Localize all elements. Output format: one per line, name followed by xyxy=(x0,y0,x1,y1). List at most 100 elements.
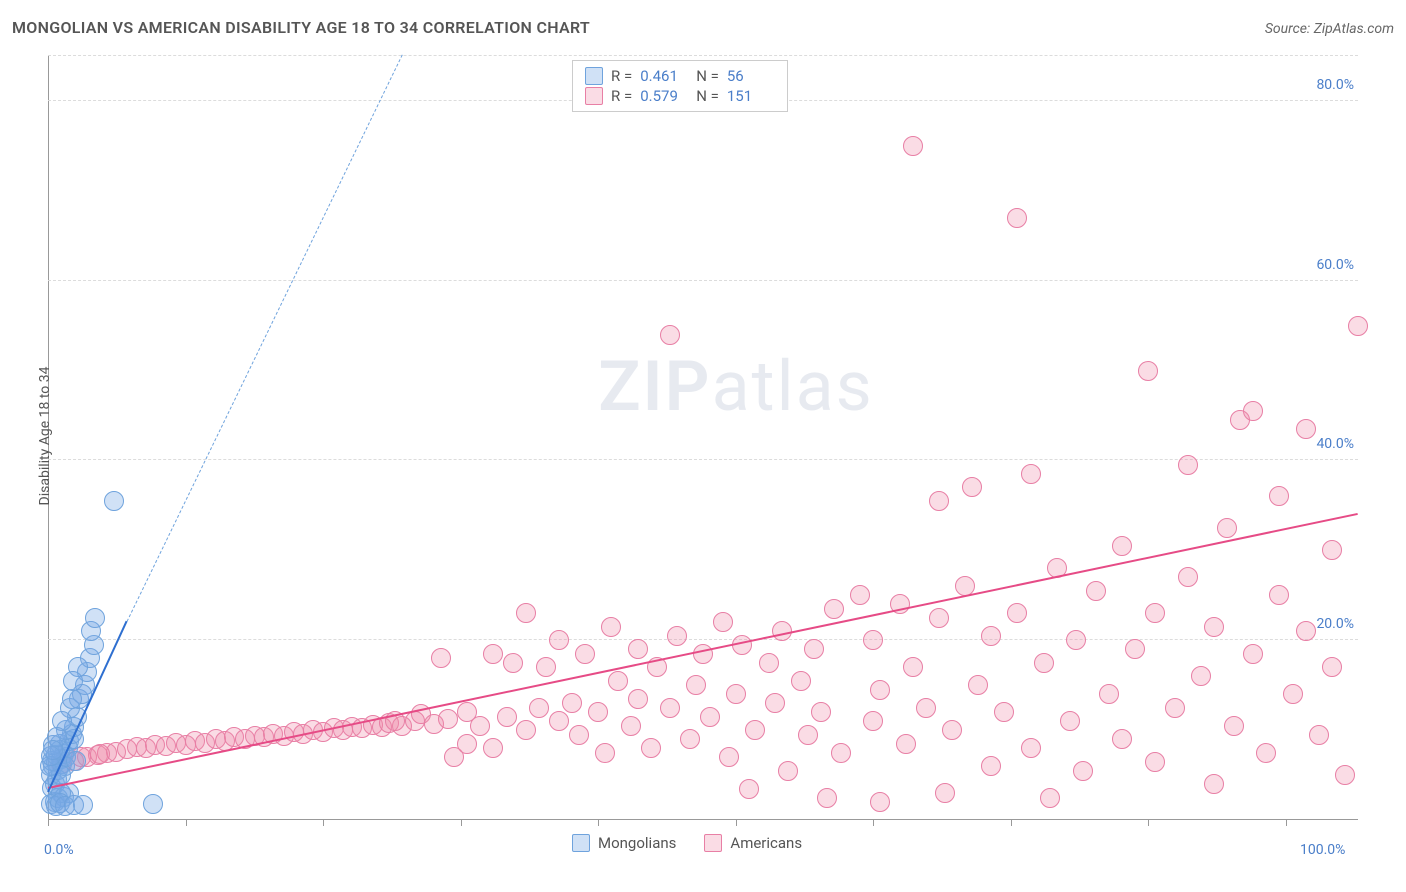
data-point xyxy=(1165,698,1185,718)
data-point xyxy=(1217,518,1237,538)
data-point xyxy=(824,599,844,619)
data-point xyxy=(759,653,779,673)
data-point xyxy=(798,725,818,745)
data-point xyxy=(1204,774,1224,794)
grid-line xyxy=(48,280,1358,281)
watermark-atlas: atlas xyxy=(712,346,874,428)
x-tick xyxy=(461,820,462,826)
data-point xyxy=(1256,743,1276,763)
legend-item: Mongolians xyxy=(572,834,676,852)
n-label: N = xyxy=(696,87,719,105)
data-point xyxy=(870,792,890,812)
data-point xyxy=(660,698,680,718)
data-point xyxy=(1283,684,1303,704)
data-point xyxy=(660,325,680,345)
data-point xyxy=(1007,208,1027,228)
data-point xyxy=(90,744,110,764)
data-point xyxy=(929,608,949,628)
data-point xyxy=(1204,617,1224,637)
data-point xyxy=(1021,464,1041,484)
data-point xyxy=(791,671,811,691)
data-point xyxy=(503,653,523,673)
data-point xyxy=(628,689,648,709)
y-tick-label: 60.0% xyxy=(1296,257,1354,273)
n-value: 56 xyxy=(727,67,775,85)
data-point xyxy=(903,136,923,156)
r-value: 0.461 xyxy=(640,67,688,85)
data-point xyxy=(1060,711,1080,731)
data-point xyxy=(43,740,63,760)
n-label: N = xyxy=(696,67,719,85)
data-point xyxy=(1269,486,1289,506)
data-point xyxy=(1007,603,1027,623)
data-point xyxy=(1269,585,1289,605)
legend-swatch xyxy=(572,834,590,852)
data-point xyxy=(1112,536,1132,556)
x-tick xyxy=(736,820,737,826)
data-point xyxy=(1125,639,1145,659)
data-point xyxy=(962,477,982,497)
x-axis-max-label: 100.0% xyxy=(1300,842,1345,858)
data-point xyxy=(1021,738,1041,758)
data-point xyxy=(104,491,124,511)
data-point xyxy=(994,702,1014,722)
source-prefix: Source: xyxy=(1265,21,1314,37)
trend-line-extrapolated xyxy=(126,55,402,622)
data-point xyxy=(549,630,569,650)
data-point xyxy=(529,698,549,718)
data-point xyxy=(516,603,536,623)
legend-swatch xyxy=(585,67,603,85)
data-point xyxy=(863,630,883,650)
data-point xyxy=(516,720,536,740)
data-point xyxy=(916,698,936,718)
data-point xyxy=(63,671,83,691)
x-tick xyxy=(1011,820,1012,826)
data-point xyxy=(457,734,477,754)
x-tick xyxy=(186,820,187,826)
data-point xyxy=(431,648,451,668)
data-point xyxy=(608,671,628,691)
data-point xyxy=(595,743,615,763)
data-point xyxy=(1073,761,1093,781)
data-point xyxy=(1224,716,1244,736)
legend-item: Americans xyxy=(704,834,802,852)
data-point xyxy=(1138,361,1158,381)
data-point xyxy=(562,693,582,713)
data-point xyxy=(73,795,93,815)
data-point xyxy=(667,626,687,646)
data-point xyxy=(935,783,955,803)
r-label: R = xyxy=(611,87,632,105)
legend-stat-row: R =0.461N =56 xyxy=(585,67,775,85)
data-point xyxy=(85,608,105,628)
x-axis xyxy=(48,819,1358,820)
data-point xyxy=(1066,630,1086,650)
data-point xyxy=(896,734,916,754)
data-point xyxy=(765,693,785,713)
source-name: ZipAtlas.com xyxy=(1314,21,1394,37)
data-point xyxy=(1040,788,1060,808)
y-axis-label: Disability Age 18 to 34 xyxy=(37,336,53,536)
data-point xyxy=(588,702,608,722)
r-value: 0.579 xyxy=(640,87,688,105)
data-point xyxy=(778,761,798,781)
data-point xyxy=(536,657,556,677)
x-tick xyxy=(48,820,49,826)
legend-label: Mongolians xyxy=(598,834,676,852)
data-point xyxy=(1322,540,1342,560)
trend-line xyxy=(48,512,1358,788)
data-point xyxy=(804,639,824,659)
data-point xyxy=(1335,765,1355,785)
legend-series: Mongolians Americans xyxy=(572,834,802,852)
data-point xyxy=(700,707,720,727)
data-point xyxy=(1034,653,1054,673)
x-tick xyxy=(323,820,324,826)
data-point xyxy=(575,644,595,664)
plot-area: ZIPatlas xyxy=(48,56,1358,820)
x-axis-min-label: 0.0% xyxy=(44,842,74,858)
watermark-zip: ZIP xyxy=(598,346,711,428)
y-tick-label: 20.0% xyxy=(1296,616,1354,632)
data-point xyxy=(863,711,883,731)
data-point xyxy=(569,725,589,745)
data-point xyxy=(870,680,890,700)
legend-swatch xyxy=(585,87,603,105)
